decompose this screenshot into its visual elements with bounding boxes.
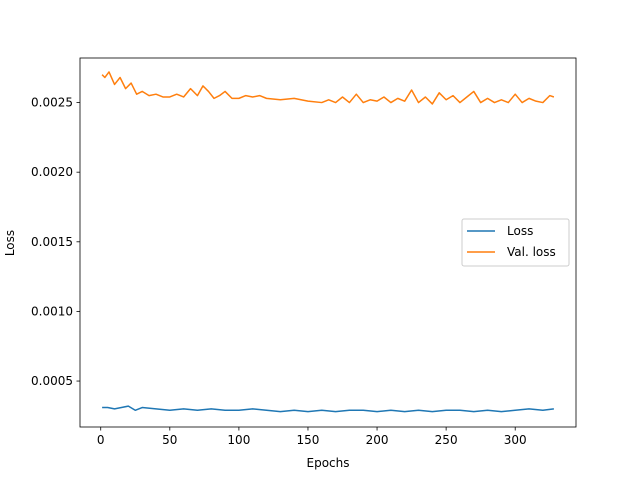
legend-label-val-loss: Val. loss (507, 245, 556, 259)
y-axis: 0.0005 0.0010 0.0015 0.0020 0.0025 (31, 96, 80, 388)
y-tick-label: 0.0005 (31, 374, 73, 388)
y-tick-label: 0.0025 (31, 96, 73, 110)
series-layer (101, 71, 555, 413)
x-tick-label: 100 (227, 433, 250, 447)
series-line-val-loss (101, 71, 555, 105)
y-axis-label: Loss (3, 230, 17, 256)
x-tick-label: 250 (435, 433, 458, 447)
series-line-loss (102, 405, 554, 413)
x-axis: 0 50 100 150 200 250 300 (97, 427, 527, 447)
y-tick-label: 0.0015 (31, 235, 73, 249)
x-tick-label: 50 (162, 433, 177, 447)
x-tick-label: 200 (366, 433, 389, 447)
y-tick-label: 0.0020 (31, 165, 73, 179)
legend-label-loss: Loss (507, 224, 533, 238)
legend: Loss Val. loss (461, 218, 570, 267)
y-tick-label: 0.0010 (31, 304, 73, 318)
x-tick-label: 150 (297, 433, 320, 447)
x-tick-label: 0 (97, 433, 105, 447)
x-axis-label: Epochs (307, 456, 350, 470)
plot-frame (79, 57, 577, 428)
x-tick-label: 300 (504, 433, 527, 447)
